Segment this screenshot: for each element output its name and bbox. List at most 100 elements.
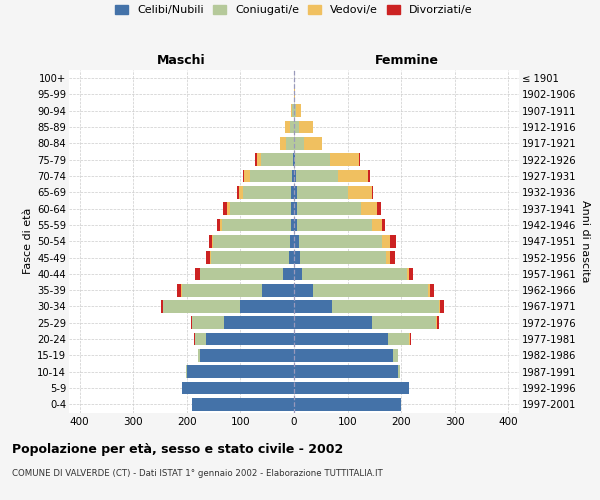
Bar	[212, 235, 290, 248]
Bar	[409, 268, 413, 280]
Bar	[194, 332, 195, 345]
Bar	[294, 300, 331, 313]
Bar	[206, 332, 294, 345]
Bar	[294, 88, 295, 101]
Bar	[261, 154, 293, 166]
Bar	[294, 251, 301, 264]
Bar	[296, 202, 361, 215]
Bar	[292, 104, 294, 117]
Bar	[294, 382, 409, 394]
Bar	[197, 349, 200, 362]
Bar	[186, 366, 187, 378]
Bar	[223, 202, 227, 215]
Bar	[331, 300, 439, 313]
Bar	[361, 202, 377, 215]
Bar	[181, 284, 262, 296]
Bar	[296, 104, 301, 117]
Bar	[294, 284, 313, 296]
Bar	[211, 235, 212, 248]
Bar	[182, 382, 294, 394]
Bar	[292, 202, 294, 215]
Bar	[289, 251, 294, 264]
Bar	[398, 366, 400, 378]
Bar	[217, 218, 220, 232]
Bar	[195, 332, 206, 345]
Bar	[161, 300, 163, 313]
Bar	[296, 218, 371, 232]
Bar	[210, 251, 211, 264]
Bar	[437, 316, 439, 329]
Bar	[338, 170, 368, 182]
Bar	[407, 268, 409, 280]
Bar	[294, 120, 299, 134]
Bar	[230, 202, 292, 215]
Bar	[371, 316, 436, 329]
Bar	[192, 316, 224, 329]
Y-axis label: Fasce di età: Fasce di età	[23, 208, 33, 274]
Bar	[393, 349, 398, 362]
Bar	[209, 235, 212, 248]
Bar	[371, 218, 382, 232]
Bar	[294, 235, 299, 248]
Bar	[294, 202, 296, 215]
Bar	[294, 398, 401, 410]
Bar	[301, 251, 386, 264]
Text: Femmine: Femmine	[374, 54, 439, 66]
Bar	[299, 235, 382, 248]
Bar	[294, 170, 296, 182]
Bar	[292, 170, 294, 182]
Text: Popolazione per età, sesso e stato civile - 2002: Popolazione per età, sesso e stato civil…	[12, 442, 343, 456]
Text: COMUNE DI VALVERDE (CT) - Dati ISTAT 1° gennaio 2002 - Elaborazione TUTTITALIA.I: COMUNE DI VALVERDE (CT) - Dati ISTAT 1° …	[12, 469, 383, 478]
Bar	[382, 218, 385, 232]
Bar	[286, 120, 290, 134]
Bar	[428, 284, 430, 296]
Bar	[211, 251, 289, 264]
Bar	[257, 154, 261, 166]
Bar	[294, 137, 304, 150]
Bar	[294, 268, 302, 280]
Bar	[347, 186, 371, 198]
Bar	[163, 300, 241, 313]
Bar	[330, 154, 359, 166]
Bar	[294, 366, 398, 378]
Bar	[294, 349, 393, 362]
Bar	[294, 316, 371, 329]
Text: Maschi: Maschi	[157, 54, 206, 66]
Bar	[176, 284, 181, 296]
Bar	[221, 218, 292, 232]
Bar	[382, 235, 391, 248]
Legend: Celibi/Nubili, Coniugati/e, Vedovi/e, Divorziati/e: Celibi/Nubili, Coniugati/e, Vedovi/e, Di…	[111, 0, 477, 20]
Bar	[440, 300, 444, 313]
Bar	[280, 137, 286, 150]
Bar	[430, 284, 434, 296]
Bar	[386, 251, 391, 264]
Bar	[359, 154, 361, 166]
Bar	[286, 137, 294, 150]
Bar	[292, 218, 294, 232]
Bar	[220, 218, 221, 232]
Bar	[410, 332, 411, 345]
Bar	[243, 170, 244, 182]
Bar	[244, 170, 250, 182]
Bar	[295, 154, 330, 166]
Y-axis label: Anni di nascita: Anni di nascita	[580, 200, 590, 282]
Bar	[206, 251, 210, 264]
Bar	[283, 268, 294, 280]
Bar	[292, 186, 294, 198]
Bar	[313, 284, 428, 296]
Bar	[290, 120, 294, 134]
Bar	[236, 186, 239, 198]
Bar	[262, 284, 294, 296]
Bar	[299, 120, 313, 134]
Bar	[296, 170, 338, 182]
Bar	[290, 235, 294, 248]
Bar	[371, 186, 373, 198]
Bar	[304, 137, 322, 150]
Bar	[191, 316, 192, 329]
Bar	[250, 170, 292, 182]
Bar	[293, 154, 294, 166]
Bar	[294, 104, 296, 117]
Bar	[256, 154, 257, 166]
Bar	[200, 268, 283, 280]
Bar	[294, 186, 296, 198]
